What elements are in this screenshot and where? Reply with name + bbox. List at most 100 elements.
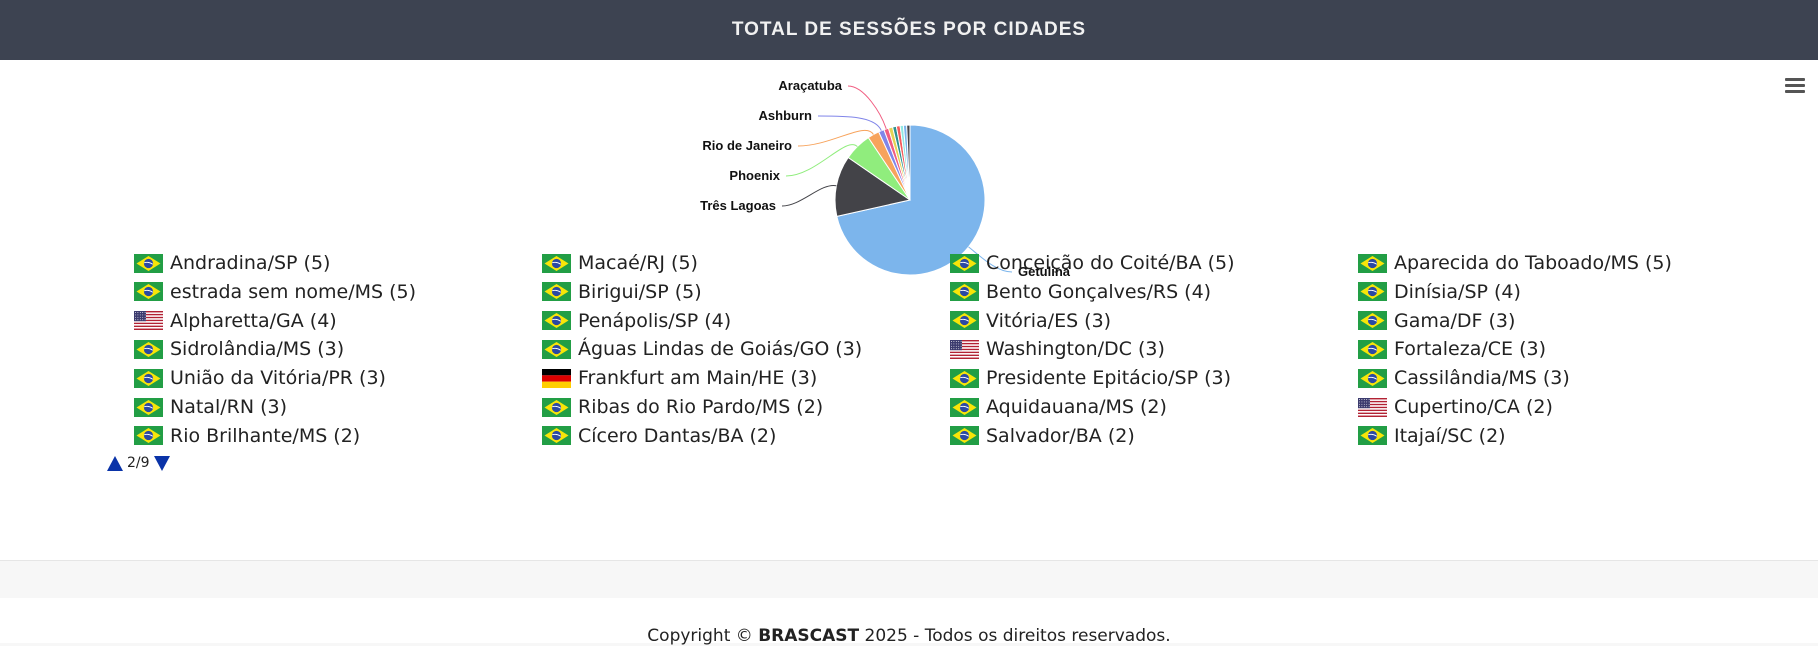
legend-item[interactable]: Cupertino/CA (2) — [1358, 395, 1553, 419]
pager-text: 2/9 — [127, 455, 150, 471]
legend-label: Rio Brilhante/MS (2) — [170, 424, 361, 447]
brazil-flag-icon — [134, 368, 163, 388]
brazil-flag-icon — [1358, 339, 1387, 359]
pie-connector — [968, 246, 1013, 273]
legend-item[interactable]: Gama/DF (3) — [1358, 309, 1515, 333]
brazil-flag-icon — [950, 397, 979, 417]
brazil-flag-icon — [134, 282, 163, 302]
pie-slice[interactable] — [906, 124, 911, 201]
brazil-flag-icon — [1358, 426, 1387, 446]
pie-data-label: Rio de Janeiro — [702, 138, 792, 153]
pie-data-label: Getulina — [1018, 264, 1071, 279]
legend-item[interactable]: Águas Lindas de Goiás/GO (3) — [542, 337, 862, 361]
usa-flag-icon — [950, 339, 979, 359]
legend-label: Salvador/BA (2) — [986, 424, 1135, 447]
legend-item[interactable]: Macaé/RJ (5) — [542, 251, 698, 275]
footer-copyright: Copyright © BRASCAST 2025 - Todos os dir… — [0, 626, 1818, 646]
legend-item[interactable]: Cícero Dantas/BA (2) — [542, 424, 776, 448]
legend-item[interactable]: Rio Brilhante/MS (2) — [134, 424, 360, 448]
brazil-flag-icon — [950, 426, 979, 446]
footer-prefix: Copyright © — [647, 626, 753, 646]
brazil-flag-icon — [542, 253, 571, 273]
legend-label: Ribas do Rio Pardo/MS (2) — [578, 396, 824, 418]
brazil-flag-icon — [542, 282, 571, 302]
legend-item[interactable]: Salvador/BA (2) — [950, 424, 1135, 448]
legend-item[interactable]: Washington/DC (3) — [950, 337, 1165, 361]
legend-item[interactable]: Natal/RN (3) — [134, 395, 287, 419]
pie-data-label: Ashburn — [759, 108, 813, 123]
brazil-flag-icon — [542, 397, 571, 417]
legend-item[interactable]: Sidrolândia/MS (3) — [134, 337, 344, 361]
legend-label: Cassilândia/MS (3) — [1394, 367, 1570, 390]
brazil-flag-icon — [542, 426, 571, 446]
footer: Copyright © BRASCAST 2025 - Todos os dir… — [0, 598, 1818, 646]
legend-label: União da Vitória/PR (3) — [170, 367, 386, 390]
legend-item[interactable]: Vitória/ES (3) — [950, 309, 1111, 333]
page-title: TOTAL DE SESSÕES POR CIDADES — [731, 19, 1087, 40]
pie-chart: Getulina Três Lagoas Phoenix Rio de Janeiro… — [700, 78, 1071, 279]
legend-label: Cícero Dantas/BA (2) — [578, 424, 777, 447]
legend-item[interactable]: Fortaleza/CE (3) — [1358, 337, 1546, 361]
chart-menu-button[interactable] — [1784, 76, 1806, 96]
legend-item[interactable]: Itajaí/SC (2) — [1358, 424, 1506, 448]
legend-item[interactable]: Andradina/SP (5) — [134, 251, 330, 275]
brazil-flag-icon — [950, 311, 979, 331]
legend-item[interactable]: Aparecida do Taboado/MS (5) — [1358, 251, 1672, 275]
legend-label: Sidrolândia/MS (3) — [170, 338, 345, 361]
legend-label: Natal/RN (3) — [170, 396, 287, 418]
legend-item[interactable]: Aquidauana/MS (2) — [950, 395, 1167, 419]
brazil-flag-icon — [1358, 253, 1387, 273]
legend-label: Presidente Epitácio/SP (3) — [986, 367, 1232, 390]
legend-label: Cupertino/CA (2) — [1394, 396, 1553, 418]
pie-slice[interactable] — [834, 156, 912, 217]
legend-item[interactable]: Penápolis/SP (4) — [542, 309, 731, 333]
menu-bar-icon — [1785, 90, 1805, 93]
menu-bar-icon — [1785, 84, 1805, 87]
brazil-flag-icon — [950, 368, 979, 388]
legend-label: Bento Gonçalves/RS (4) — [986, 280, 1212, 303]
pager-up-arrow-icon[interactable] — [107, 455, 123, 471]
legend-label: estrada sem nome/MS (5) — [170, 280, 417, 303]
legend-item[interactable]: Birigui/SP (5) — [542, 280, 702, 304]
legend-label: Penápolis/SP (4) — [578, 309, 732, 332]
legend-item[interactable]: Conceição do Coité/BA (5) — [950, 251, 1235, 275]
brazil-flag-icon — [134, 397, 163, 417]
legend-label: Aquidauana/MS (2) — [986, 396, 1167, 418]
legend-label: Birigui/SP (5) — [578, 280, 702, 303]
brazil-flag-icon — [542, 339, 571, 359]
legend-item[interactable]: Frankfurt am Main/HE (3) — [542, 366, 817, 390]
legend-label: Vitória/ES (3) — [986, 309, 1112, 332]
brazil-flag-icon — [950, 282, 979, 302]
page-header: TOTAL DE SESSÕES POR CIDADES — [0, 0, 1818, 60]
chart-legend: Andradina/SP (5) estrada sem nome/MS (5) A… — [134, 251, 1744, 461]
pie-connector — [781, 185, 837, 207]
brazil-flag-icon — [1358, 311, 1387, 331]
usa-flag-icon — [134, 311, 163, 331]
legend-label: Alpharetta/GA (4) — [170, 309, 337, 332]
legend-item[interactable]: Dinísia/SP (4) — [1358, 280, 1521, 304]
brazil-flag-icon — [950, 253, 979, 273]
menu-bar-icon — [1785, 78, 1805, 81]
legend-label: Conceição do Coité/BA (5) — [986, 252, 1235, 274]
footer-brand: BRASCAST — [758, 626, 860, 646]
legend-label: Fortaleza/CE (3) — [1394, 338, 1546, 361]
legend-item[interactable]: estrada sem nome/MS (5) — [134, 280, 416, 304]
legend-item[interactable]: União da Vitória/PR (3) — [134, 366, 386, 390]
pie-data-label: Phoenix — [729, 168, 780, 183]
legend-item[interactable]: Alpharetta/GA (4) — [134, 309, 337, 333]
pie-connector — [785, 144, 858, 177]
legend-label: Águas Lindas de Goiás/GO (3) — [578, 338, 863, 361]
legend-item[interactable]: Cassilândia/MS (3) — [1358, 366, 1570, 390]
legend-item[interactable]: Presidente Epitácio/SP (3) — [950, 366, 1231, 390]
legend-label: Aparecida do Taboado/MS (5) — [1394, 252, 1672, 274]
pie-connector — [847, 85, 887, 130]
pie-data-label: Araçatuba — [778, 78, 842, 93]
brazil-flag-icon — [1358, 282, 1387, 302]
brazil-flag-icon — [542, 311, 571, 331]
legend-item[interactable]: Bento Gonçalves/RS (4) — [950, 280, 1211, 304]
pie-connector — [797, 129, 874, 147]
usa-flag-icon — [1358, 397, 1387, 417]
chart-panel: Getulina Três Lagoas Phoenix Rio de Janeiro… — [0, 60, 1818, 561]
legend-item[interactable]: Ribas do Rio Pardo/MS (2) — [542, 395, 823, 419]
pager-down-arrow-icon[interactable] — [153, 455, 170, 471]
